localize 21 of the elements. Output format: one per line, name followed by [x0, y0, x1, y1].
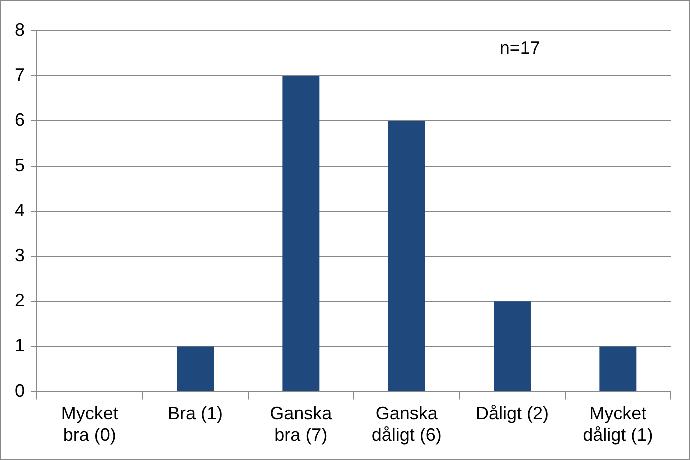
y-tick-label: 4	[14, 200, 26, 220]
bar	[282, 76, 320, 392]
y-tick-label: 1	[14, 336, 26, 356]
bar	[600, 346, 637, 392]
x-tick-label: Mycket dåligt (1)	[583, 404, 654, 446]
bar	[494, 302, 531, 392]
x-tick-label: Dåligt (2)	[476, 404, 550, 424]
y-tick-label: 8	[14, 20, 26, 40]
y-tick-label: 6	[14, 110, 26, 130]
y-tick-label: 3	[14, 245, 26, 266]
x-tick-label: Ganska bra (7)	[270, 404, 334, 446]
x-tick-label: Ganska dåligt (6)	[372, 404, 442, 446]
bar	[388, 121, 426, 392]
y-tick-label: 5	[14, 155, 26, 176]
y-tick-label: 0	[14, 380, 26, 401]
bar	[177, 346, 214, 392]
x-tick-label: Mycket bra (0)	[61, 404, 118, 446]
annotation: n=17	[500, 38, 540, 58]
y-tick-label: 7	[14, 65, 26, 86]
y-tick-label: 2	[14, 290, 26, 311]
x-tick-label: Bra (1)	[168, 404, 224, 424]
